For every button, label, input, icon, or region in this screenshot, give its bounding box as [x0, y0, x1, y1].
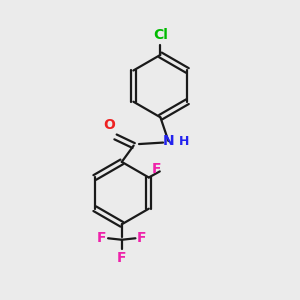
Text: O: O — [103, 118, 116, 132]
Text: F: F — [152, 162, 162, 176]
Text: F: F — [137, 231, 147, 245]
Text: F: F — [97, 231, 106, 245]
Text: F: F — [117, 250, 127, 265]
Text: N: N — [163, 134, 174, 148]
Text: H: H — [179, 135, 189, 148]
Text: Cl: Cl — [153, 28, 168, 42]
